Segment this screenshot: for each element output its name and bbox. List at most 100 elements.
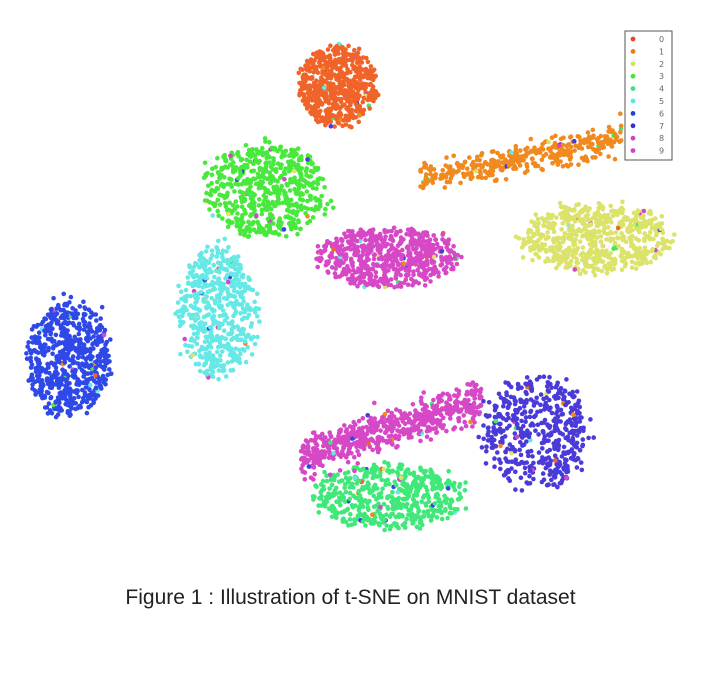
scatter-point-digit-2 xyxy=(602,230,607,236)
scatter-point-digit-8 xyxy=(399,256,404,262)
scatter-point-digit-0 xyxy=(367,82,372,87)
scatter-point-digit-3 xyxy=(315,181,321,187)
scatter-point-digit-6 xyxy=(39,391,44,397)
scatter-point-digit-2 xyxy=(532,232,537,237)
scatter-point-digit-0 xyxy=(361,95,367,101)
scatter-point-digit-1 xyxy=(511,155,516,161)
scatter-point-digit-6 xyxy=(29,377,34,383)
scatter-point-digit-2 xyxy=(660,246,665,252)
scatter-point-digit-2 xyxy=(583,204,588,210)
scatter-point-digit-7 xyxy=(556,391,561,396)
scatter-point-digit-3 xyxy=(314,186,319,191)
scatter-point-digit-5 xyxy=(225,346,231,352)
scatter-point-digit-5 xyxy=(209,269,214,275)
scatter-point-digit-7 xyxy=(574,465,580,470)
scatter-point-digit-2 xyxy=(581,219,587,224)
scatter-point-digit-1 xyxy=(528,136,534,142)
scatter-point-digit-2 xyxy=(595,259,601,264)
scatter-point-digit-5 xyxy=(221,296,227,301)
scatter-point-digit-5 xyxy=(220,248,226,254)
scatter-point-digit-3 xyxy=(289,152,295,158)
scatter-point-digit-3 xyxy=(243,211,248,216)
scatter-point-digit-2 xyxy=(628,243,634,249)
scatter-point-digit-7 xyxy=(524,391,529,397)
scatter-point-digit-6 xyxy=(61,326,66,331)
scatter-point-digit-6 xyxy=(63,397,69,403)
scatter-point-digit-4 xyxy=(413,489,419,494)
scatter-point-digit-0 xyxy=(342,92,347,98)
scatter-point-digit-7 xyxy=(541,430,546,435)
scatter-point-digit-6 xyxy=(89,375,95,381)
scatter-point-digit-7 xyxy=(573,423,578,429)
scatter-point-digit-5 xyxy=(219,303,224,309)
scatter-point-digit-1 xyxy=(461,171,466,177)
scatter-point-digit-2 xyxy=(625,215,630,221)
scatter-point-digit-3 xyxy=(232,189,237,194)
scatter-point-digit-1 xyxy=(609,144,615,149)
scatter-point-digit-6 xyxy=(108,337,113,342)
scatter-point-digit-4 xyxy=(404,516,410,522)
scatter-point-digit-2 xyxy=(603,253,609,258)
scatter-point-digit-5 xyxy=(212,274,217,280)
scatter-point-digit-5 xyxy=(175,300,181,305)
scatter-point-digit-6 xyxy=(53,400,59,405)
scatter-point-digit-5 xyxy=(237,302,242,307)
scatter-point-digit-7 xyxy=(488,437,494,442)
scatter-point-digit-4 xyxy=(397,463,403,469)
scatter-point-digit-3 xyxy=(225,224,231,230)
scatter-point-digit-4 xyxy=(348,512,353,517)
scatter-point-digit-6 xyxy=(45,361,50,367)
scatter-point-digit-0 xyxy=(334,43,340,49)
scatter-point-digit-8 xyxy=(405,282,411,288)
scatter-point-digit-3 xyxy=(322,185,327,190)
scatter-point-digit-8 xyxy=(355,276,361,281)
scatter-point-digit-7 xyxy=(487,413,492,419)
scatter-point-digit-4 xyxy=(347,496,353,502)
scatter-point-digit-3 xyxy=(205,170,210,176)
scatter-point-digit-4 xyxy=(371,462,377,468)
scatter-point-digit-6 xyxy=(77,325,82,330)
scatter-point-digit-7 xyxy=(512,413,517,419)
scatter-point-digit-2 xyxy=(608,203,613,209)
scatter-point-digit-5 xyxy=(243,286,249,291)
scatter-point-digit-6 xyxy=(81,299,86,305)
scatter-point-digit-7 xyxy=(525,481,531,486)
scatter-point-digit-7 xyxy=(548,381,553,387)
scatter-point-digit-5 xyxy=(188,303,194,309)
scatter-point-digit-6 xyxy=(83,312,88,317)
scatter-point-digit-3 xyxy=(255,171,261,177)
scatter-point-digit-2 xyxy=(625,250,631,256)
scatter-point-digit-7 xyxy=(508,384,514,390)
scatter-point-digit-4 xyxy=(436,479,441,484)
scatter-point-digit-2 xyxy=(647,229,653,235)
scatter-point-digit-0 xyxy=(364,55,369,61)
scatter-point-digit-5 xyxy=(214,363,219,369)
scatter-point-digit-3 xyxy=(311,180,317,185)
scatter-point-digit-7 xyxy=(531,460,536,466)
scatter-point-digit-6 xyxy=(26,340,31,345)
scatter-point-digit-3 xyxy=(263,189,268,195)
scatter-point-digit-7 xyxy=(574,389,580,394)
scatter-point-digit-7 xyxy=(544,438,549,444)
scatter-point-digit-1 xyxy=(561,148,567,153)
scatter-point-digit-5 xyxy=(232,355,237,360)
scatter-point-digit-2 xyxy=(653,252,658,258)
scatter-point-digit-1 xyxy=(605,141,611,146)
scatter-point-digit-2 xyxy=(628,219,633,224)
scatter-point-digit-2 xyxy=(612,261,618,267)
scatter-point-digit-4 xyxy=(420,522,425,528)
scatter-point-digit-2 xyxy=(577,239,583,244)
scatter-point-digit-0 xyxy=(363,68,369,74)
scatter-point-digit-5 xyxy=(186,280,191,286)
scatter-point-digit-6 xyxy=(50,339,55,344)
scatter-point-digit-8 xyxy=(444,264,449,270)
scatter-point-digit-1 xyxy=(418,169,424,174)
scatter-point-digit-8 xyxy=(373,274,379,280)
scatter-point-digit-4 xyxy=(398,475,404,481)
scatter-point-digit-6 xyxy=(93,365,99,371)
scatter-point-digit-1 xyxy=(477,169,483,174)
scatter-point-digit-0 xyxy=(332,95,337,101)
scatter-point-digit-5 xyxy=(197,368,203,374)
scatter-point-digit-0 xyxy=(333,106,339,111)
scatter-point-digit-6 xyxy=(34,357,39,362)
